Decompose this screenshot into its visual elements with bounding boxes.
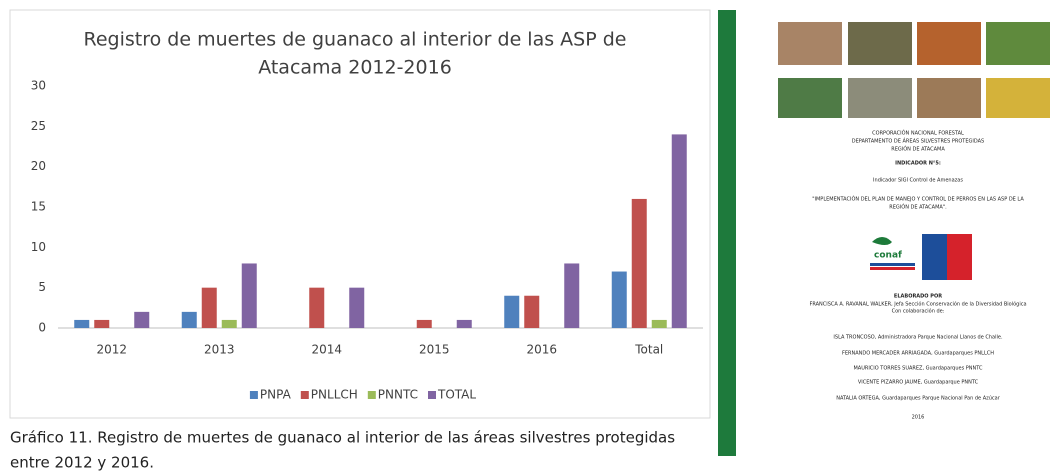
legend-label: TOTAL [437,388,476,402]
x-tick-label: 2015 [419,343,450,357]
bar [611,271,627,328]
cover-text: FRANCISCA A. RAVANAL WALKER, Jefa Secció… [809,301,1026,308]
bar [456,319,472,328]
cover-text: ISLA TRONCOSO, Administradora Parque Nac… [833,335,1003,341]
cover-text: "IMPLEMENTACIÓN DEL PLAN DE MANEJO Y CON… [812,196,1024,203]
bar [181,311,197,328]
cover-text: ELABORADO POR [894,294,942,300]
logo-stripe [870,263,915,266]
legend-swatch [249,391,258,399]
cover-page: conaf CORPORACIÓN NACIONAL FORESTALDEPAR… [778,22,1050,421]
legend-swatch [367,391,376,399]
legend-label: PNPA [260,388,292,402]
x-tick-label: 2012 [96,343,127,357]
bar [201,287,217,328]
bar [504,295,520,328]
bar [651,319,667,328]
bar [221,319,237,328]
bar [241,263,257,328]
cover-text: NATALIA ORTEGA, Guardaparques Parque Nac… [836,395,1001,402]
cover-text: VICENTE PIZARRO JAUME, Guardaparque PNNT… [858,380,979,386]
bar [94,319,110,328]
x-tick-label: 2016 [526,343,557,357]
bar [671,134,687,328]
cover-text: INDICADOR N°5: [895,161,941,167]
cover-text: REGIÓN DE ATACAMA". [889,204,947,211]
chart-frame [9,9,711,419]
cover-text: Con colaboración de: [892,308,945,315]
legend-label: PNLLCH [311,388,358,402]
bar [134,311,150,328]
cover-text: CORPORACIÓN NACIONAL FORESTAL [872,130,964,137]
cover-text: REGIÓN DE ATACAMA [891,146,945,153]
logo: conaf [874,251,902,261]
cover-text: FERNANDO MERCADER ARRIAGADA, Guardaparqu… [842,351,994,357]
logo-tree [872,237,892,245]
x-tick-label: 2014 [311,343,342,357]
caption: Gráfico 11. Registro de muertes de guana… [10,429,675,447]
chart-title: Atacama 2012-2016 [258,57,452,79]
bar [416,319,432,328]
bar [74,319,90,328]
caption: entre 2012 y 2016. [10,454,154,472]
cover-text: 2016 [912,415,925,421]
y-tick-label: 20 [31,159,46,173]
y-tick-label: 30 [31,79,46,93]
logo-stripe [870,267,915,270]
y-tick-label: 25 [31,119,46,133]
page-edge [718,10,736,456]
y-tick-label: 0 [38,321,46,335]
cover-text: DEPARTAMENTO DE ÁREAS SILVESTRES PROTEGI… [852,138,984,145]
y-tick-label: 15 [31,200,46,214]
bar [349,287,365,328]
x-tick-label: 2013 [204,343,235,357]
cover-text: MAURICIO TORRES SUAREZ, Guardaparques PN… [853,366,983,372]
gov-logo [947,234,972,280]
legend: PNPA PNLLCH PNNTC TOTAL [249,388,476,402]
y-tick-label: 5 [38,280,46,294]
bar [631,198,647,328]
chart-title: Registro de muertes de guanaco al interi… [84,29,627,51]
legend-label: PNNTC [378,388,418,402]
x-tick-label: Total [634,343,663,357]
legend-swatch [428,391,437,399]
bar [564,263,580,328]
legend-swatch [300,391,309,399]
bar [309,287,325,328]
cover-text: Indicador SIGI Control de Amenazas [873,178,963,184]
cover-photos [778,22,1050,118]
bar [524,295,540,328]
y-tick-label: 10 [31,240,46,254]
